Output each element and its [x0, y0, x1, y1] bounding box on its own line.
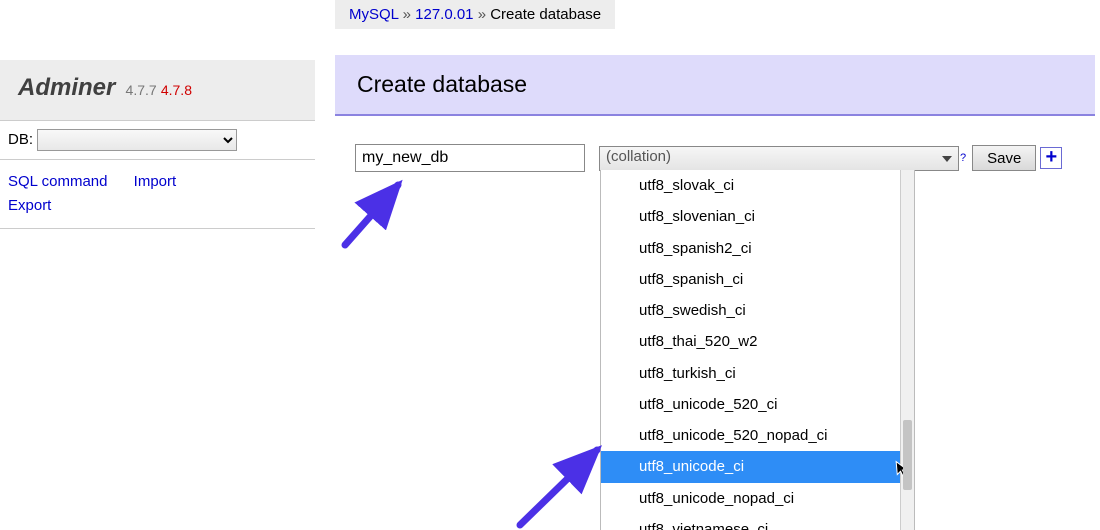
new-version-link[interactable]: 4.7.8 [161, 82, 192, 98]
scrollbar-thumb[interactable] [903, 420, 912, 490]
collation-option[interactable]: utf8_spanish_ci [601, 264, 914, 295]
db-select[interactable] [37, 129, 237, 151]
collation-option[interactable]: utf8_turkish_ci [601, 358, 914, 389]
collation-option[interactable]: utf8_spanish2_ci [601, 233, 914, 264]
db-label: DB: [8, 131, 33, 148]
collation-option[interactable]: utf8_thai_520_w2 [601, 326, 914, 357]
logo-box: Adminer 4.7.7 4.7.8 [0, 60, 315, 120]
collation-dropdown[interactable]: utf8_slovak_ciutf8_slovenian_ciutf8_span… [600, 170, 915, 530]
sql-command-link[interactable]: SQL command [8, 173, 108, 190]
db-row: DB: [0, 120, 315, 160]
app-title: Adminer [18, 74, 115, 102]
page-title: Create database [335, 55, 1095, 116]
breadcrumb-sep: » [403, 6, 416, 23]
collation-option[interactable]: utf8_slovak_ci [601, 170, 914, 201]
add-button[interactable]: + [1040, 147, 1062, 169]
dbname-input[interactable] [355, 144, 585, 172]
collation-option[interactable]: utf8_unicode_ci [601, 451, 914, 482]
create-db-form: (collation) ? Save + [355, 144, 1095, 172]
breadcrumb: MySQL » 127.0.01 » Create database [335, 0, 615, 29]
export-link[interactable]: Export [8, 197, 51, 214]
breadcrumb-engine[interactable]: MySQL [349, 6, 398, 23]
save-button[interactable]: Save [972, 145, 1036, 171]
collation-option[interactable]: utf8_unicode_520_ci [601, 389, 914, 420]
import-link[interactable]: Import [134, 173, 177, 190]
collation-option[interactable]: utf8_slovenian_ci [601, 201, 914, 232]
collation-option[interactable]: utf8_unicode_520_nopad_ci [601, 420, 914, 451]
annotation-arrow-icon [505, 435, 615, 530]
sidebar-links: SQL command Import Export [0, 160, 315, 229]
collation-help-link[interactable]: ? [960, 152, 966, 164]
breadcrumb-host[interactable]: 127.0.01 [415, 6, 473, 23]
sidebar: Adminer 4.7.7 4.7.8 DB: SQL command Impo… [0, 60, 315, 229]
annotation-arrow-icon [330, 170, 420, 260]
app-version: 4.7.7 [126, 82, 157, 98]
collation-option[interactable]: utf8_unicode_nopad_ci [601, 483, 914, 514]
breadcrumb-tail: Create database [490, 6, 601, 23]
breadcrumb-sep: » [478, 6, 491, 23]
collation-select[interactable]: (collation) [599, 146, 959, 171]
collation-option[interactable]: utf8_swedish_ci [601, 295, 914, 326]
collation-option[interactable]: utf8_vietnamese_ci [601, 514, 914, 530]
